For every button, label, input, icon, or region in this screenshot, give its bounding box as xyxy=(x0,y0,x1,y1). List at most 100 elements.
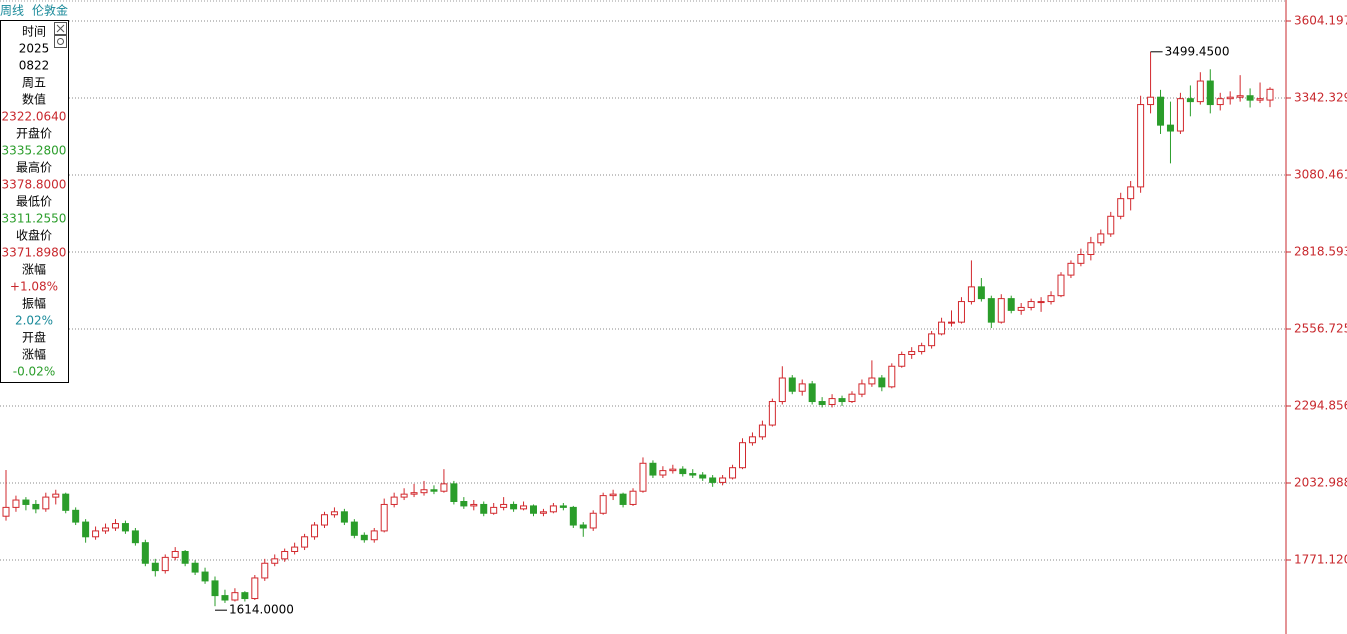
settings-button[interactable] xyxy=(54,35,67,48)
candle-body xyxy=(1176,98,1184,132)
candle-body xyxy=(798,383,806,392)
candle-body xyxy=(82,521,90,538)
candle-body xyxy=(22,499,30,505)
candle-body xyxy=(549,505,557,513)
candle-body xyxy=(1077,254,1085,264)
candle-body xyxy=(500,503,508,508)
candle-body xyxy=(92,530,100,538)
candle-body xyxy=(1216,98,1224,106)
y-tick-label: 2556.725 xyxy=(1294,321,1347,335)
candle-body xyxy=(281,550,289,560)
candle-body xyxy=(400,493,408,498)
candle-body xyxy=(1206,80,1214,106)
candle-body xyxy=(330,511,338,516)
candle-body xyxy=(181,550,189,564)
candle-body xyxy=(370,530,378,541)
candle-body xyxy=(997,298,1005,323)
candle-body xyxy=(42,496,50,510)
candle-body xyxy=(559,505,567,508)
info-text: 涨幅 xyxy=(22,347,46,362)
close-icon xyxy=(56,24,65,33)
candle-body xyxy=(977,286,985,300)
candle-body xyxy=(908,351,916,355)
candle-body xyxy=(629,490,637,505)
info-text: 收盘价 xyxy=(16,228,52,243)
candle-body xyxy=(161,556,169,572)
y-tick-label: 3342.329 xyxy=(1294,90,1347,104)
candle-body xyxy=(1246,95,1254,101)
y-tick-label: 3080.461 xyxy=(1294,167,1347,181)
candle-body xyxy=(1107,215,1115,235)
candle-body xyxy=(669,468,677,472)
candle-body xyxy=(360,534,368,541)
candle-body xyxy=(858,383,866,395)
candle-body xyxy=(1137,104,1145,188)
candle-body xyxy=(868,377,876,385)
candle-body xyxy=(918,345,926,353)
info-text: 振幅 xyxy=(22,296,46,311)
candle-body xyxy=(957,301,965,323)
info-panel xyxy=(0,20,69,383)
candle-body xyxy=(589,512,597,529)
candle-body xyxy=(609,493,617,497)
candle-body xyxy=(878,377,886,388)
info-text: 时间 xyxy=(22,25,46,39)
candle-body xyxy=(639,462,647,492)
candle-body xyxy=(1266,88,1274,101)
candle-body xyxy=(480,503,488,514)
candle-body xyxy=(649,462,657,476)
candle-body xyxy=(52,493,60,498)
candle-body xyxy=(599,495,607,514)
candle-body xyxy=(689,473,697,476)
candle-body xyxy=(301,536,309,548)
candle-body xyxy=(121,523,129,532)
candle-body xyxy=(72,509,80,523)
candle-body xyxy=(948,321,956,324)
candle-body xyxy=(788,377,796,392)
candle-body xyxy=(1236,95,1244,98)
candle-body xyxy=(62,493,70,511)
y-tick-label: 2818.593 xyxy=(1294,244,1347,258)
candle-body xyxy=(1047,295,1055,303)
candle-body xyxy=(679,468,687,475)
candle-body xyxy=(311,524,319,538)
candle-body xyxy=(739,442,747,469)
candle-body xyxy=(778,377,786,403)
candle-body xyxy=(350,521,358,536)
candle-body xyxy=(1117,198,1125,217)
candle-body xyxy=(251,577,259,600)
info-text: 开盘价 xyxy=(16,126,52,141)
info-text: 3378.8000 xyxy=(2,178,67,192)
candle-body xyxy=(569,506,577,526)
candle-body xyxy=(808,383,816,403)
candle-body xyxy=(510,503,518,510)
info-text: 0822 xyxy=(19,59,50,73)
candle-body xyxy=(1057,274,1065,297)
candle-body xyxy=(699,474,707,479)
candle-body xyxy=(221,595,229,601)
candle-body xyxy=(1037,301,1045,304)
candle-body xyxy=(141,542,149,564)
info-text: 周五 xyxy=(22,76,46,90)
annotation-label: 1614.0000 xyxy=(229,603,294,617)
candle-body xyxy=(539,511,547,514)
candle-body xyxy=(440,483,448,492)
candle-body xyxy=(470,503,478,507)
annotation-label: 3499.4500 xyxy=(1165,44,1230,58)
candle-body xyxy=(1067,262,1075,276)
candle-body xyxy=(241,592,249,600)
candle-body xyxy=(938,321,946,335)
candle-body xyxy=(1226,96,1234,100)
candle-body xyxy=(320,514,328,526)
candle-body xyxy=(1166,124,1174,132)
info-text: 最低价 xyxy=(16,195,52,209)
candle-body xyxy=(848,393,856,403)
candle-body xyxy=(410,492,418,495)
candle-body xyxy=(1007,298,1015,311)
y-tick-label: 1771.120 xyxy=(1294,552,1347,566)
candle-body xyxy=(987,298,995,323)
candle-body xyxy=(1017,306,1025,311)
candle-body xyxy=(450,483,458,503)
candle-body xyxy=(529,505,537,514)
